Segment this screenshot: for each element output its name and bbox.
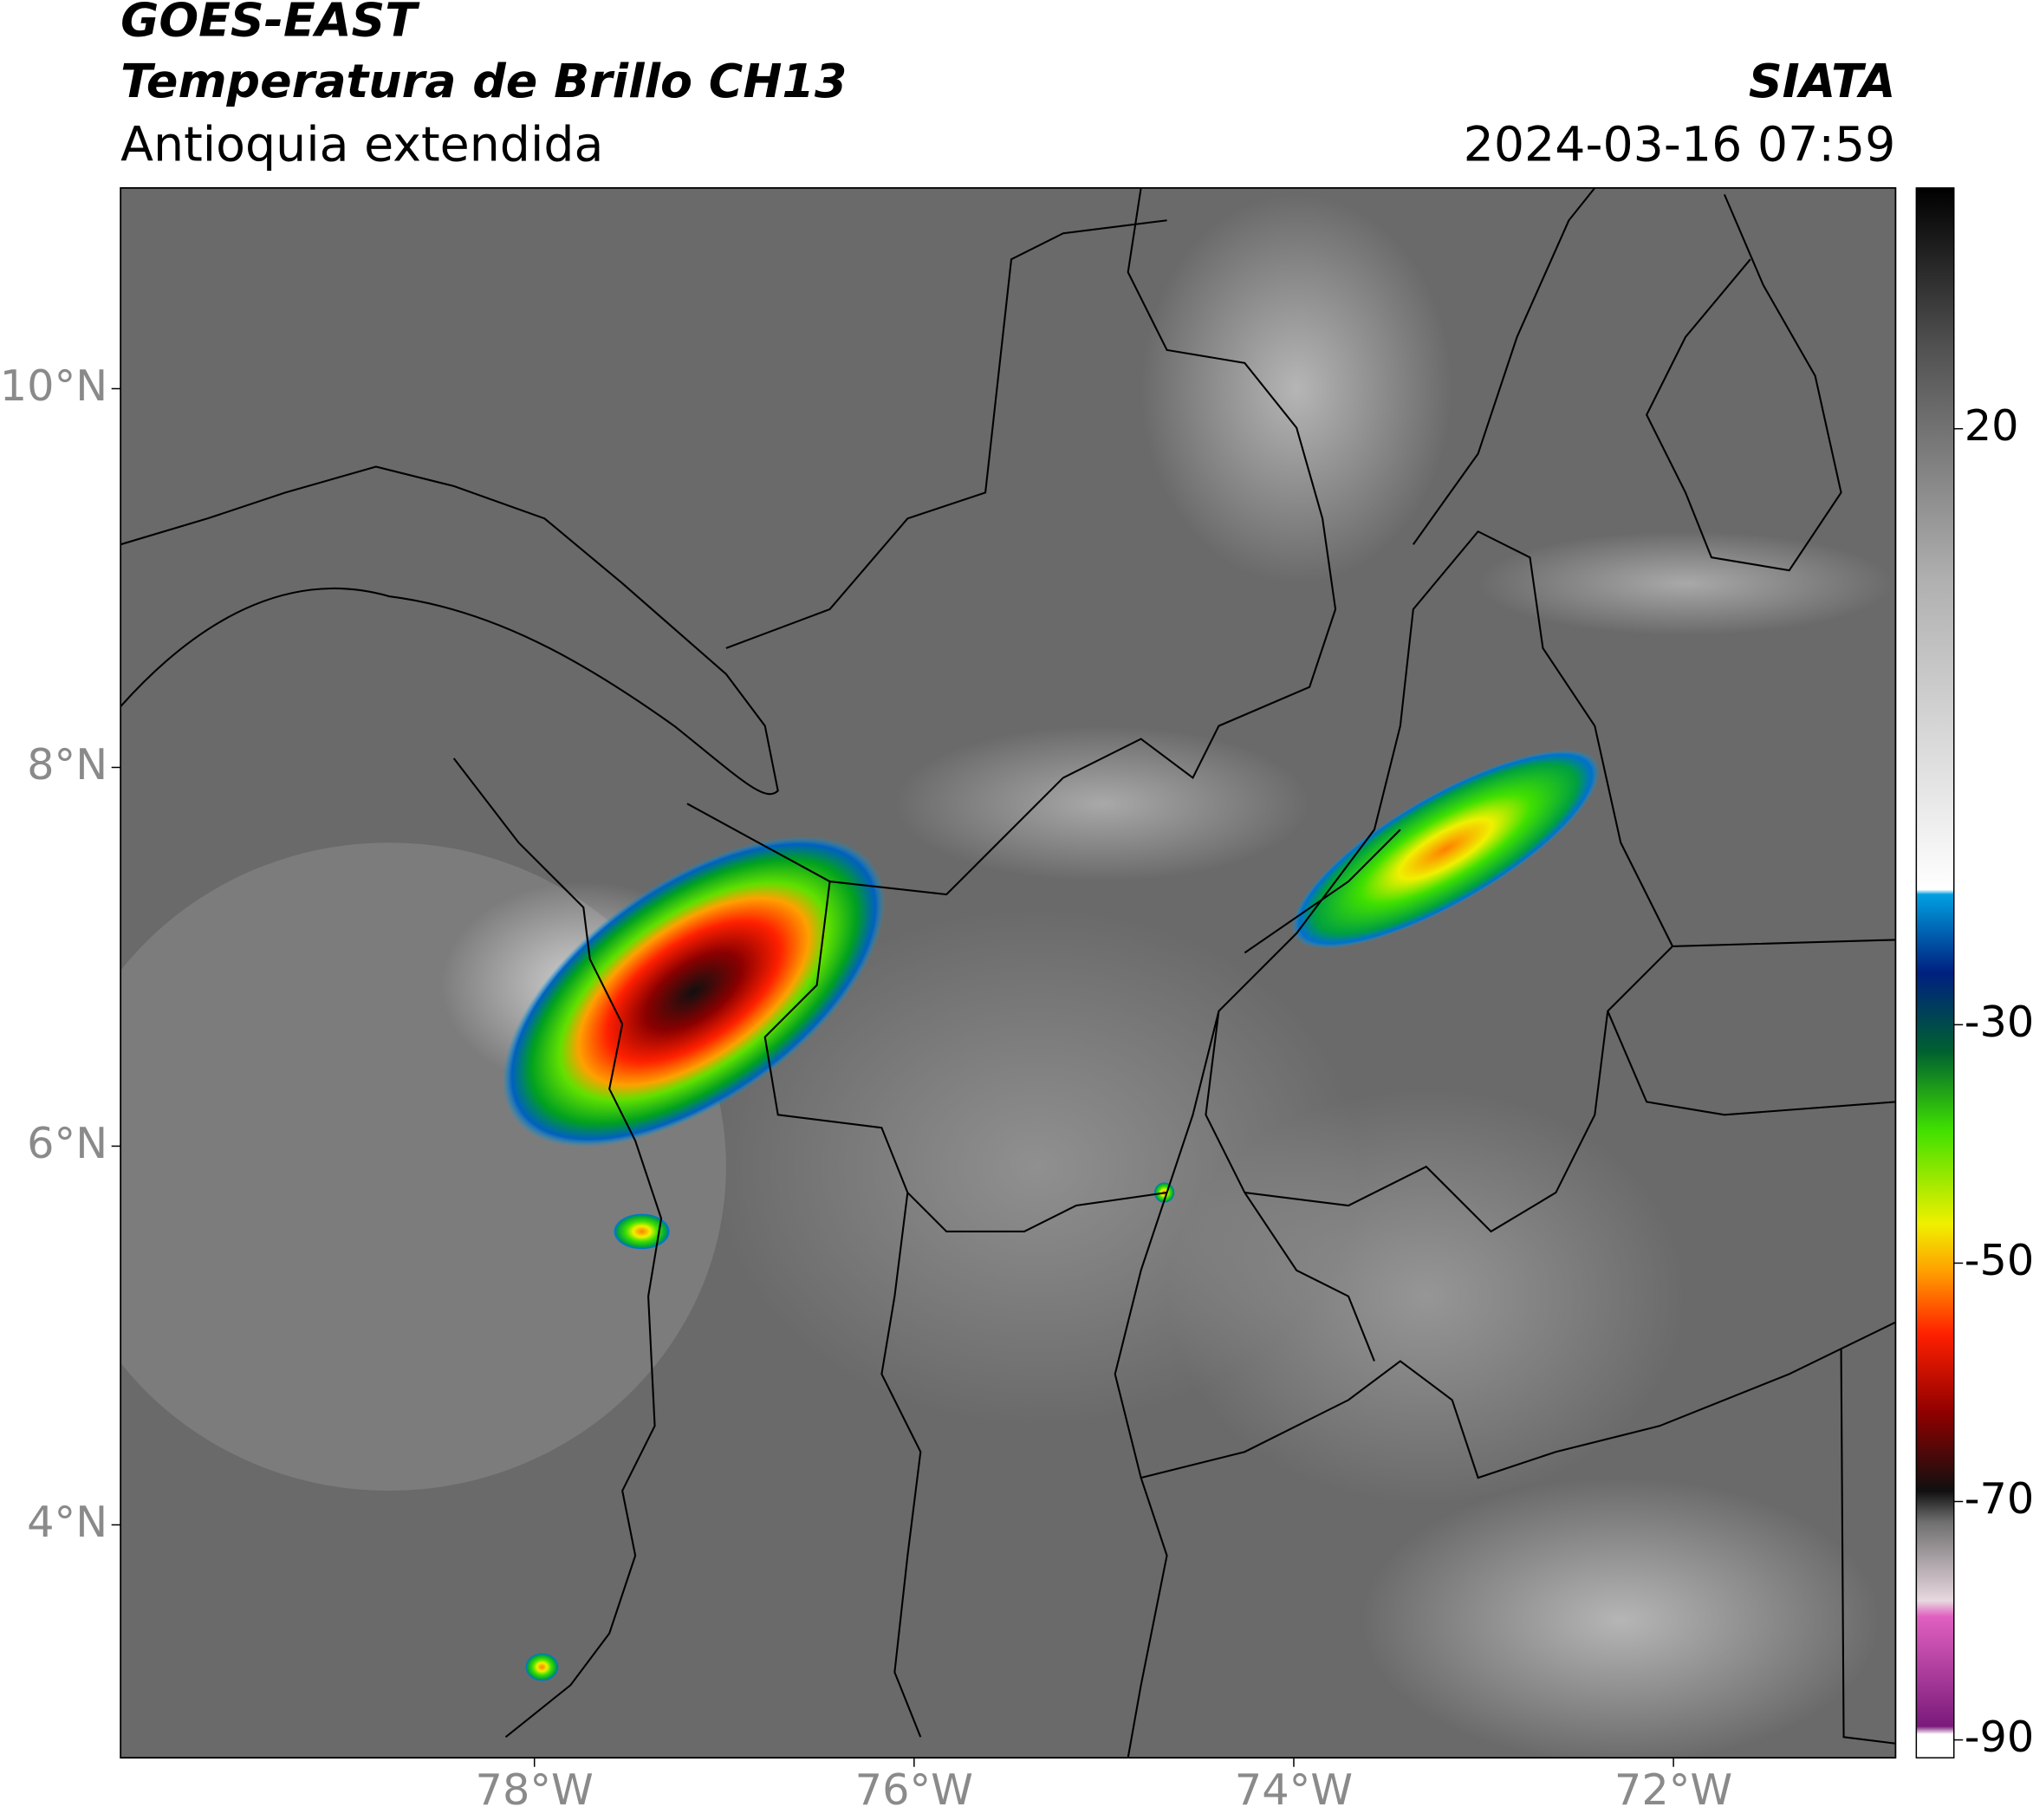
agency-label: SIATA: [1749, 54, 1896, 108]
lon-tick-label: 72°W: [1614, 1765, 1732, 1815]
satellite-title: GOES-EAST: [120, 0, 420, 48]
satellite-image: [120, 187, 1896, 1758]
ticks: 10°N 8°N 6°N 4°N 78°W 76°W 74°W 72°W 20 -30 -50 -70…: [0, 361, 2033, 1815]
map-frame: [120, 186, 1897, 1759]
lat-tick-label: 8°N: [27, 739, 107, 790]
colorbar-tick-label: -70: [1965, 1473, 2033, 1524]
lat-tick-label: 10°N: [0, 361, 107, 411]
lon-tick-label: 78°W: [476, 1765, 594, 1815]
lon-tick-label: 76°W: [855, 1765, 973, 1815]
colorbar-tick-label: 20: [1965, 400, 2019, 451]
lat-tick-label: 6°N: [27, 1118, 107, 1168]
colorbar-tick-label: -50: [1965, 1235, 2033, 1285]
colorbar-tick-label: -90: [1965, 1712, 2033, 1762]
colorbar-tick-label: -30: [1965, 997, 2033, 1047]
lon-tick-label: 74°W: [1235, 1765, 1353, 1815]
lat-tick-label: 4°N: [27, 1497, 107, 1547]
datetime-label: 2024-03-16 07:59: [1464, 118, 1896, 173]
product-title: Temperatura de Brillo CH13: [120, 54, 847, 108]
colorbar: [1915, 187, 1955, 1758]
region-subtitle: Antioquia extendida: [120, 118, 603, 173]
